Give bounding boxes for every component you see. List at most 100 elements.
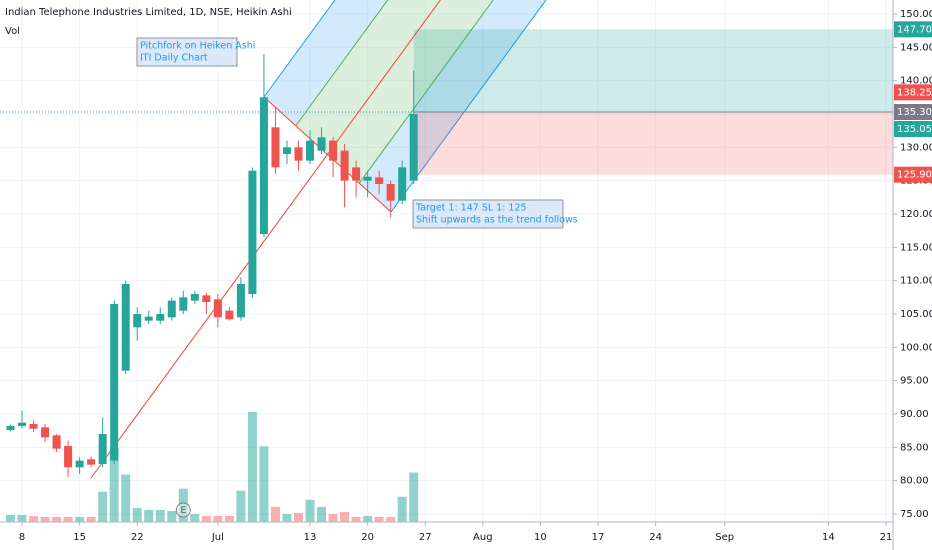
volume-bar [121,474,131,522]
candle-body [306,140,315,161]
pitchfork-handle [263,96,392,213]
y-tick-label: 80.00 [900,476,929,487]
pitchfork-line [295,0,389,127]
candle-body [52,435,61,449]
position [0,29,893,175]
y-tick-label: 100.00 [900,342,932,353]
annotation-box [412,199,564,229]
volume-bar [340,511,350,522]
annotation: Target 1: 147 SL 1: 125 Shift upwards as… [412,199,578,229]
candle-body [179,297,188,311]
price-label: 138.25 [897,87,932,98]
x-tick-label: Sep [715,532,734,543]
price-label-box [894,84,932,101]
candle-body [236,284,245,318]
x-tick-label: 27 [419,532,432,543]
candle-body [375,177,384,184]
candle-body [190,294,199,301]
chart-title: Indian Telephone Industries Limited, 1D,… [5,7,292,18]
volume-bar [374,516,384,522]
volume-bar [167,510,177,522]
volume-bar [236,490,246,522]
volume-bar [213,515,223,522]
volume-bar [75,516,85,522]
candle-body [398,167,407,201]
volume-bar [109,448,119,522]
candle-body [18,422,27,426]
candle-body [409,114,418,181]
candle-body [87,459,96,465]
candle-body [98,434,107,464]
candle-body [340,150,349,181]
y-tick-label: 140.00 [900,76,932,87]
volume-bar [155,509,165,522]
y-tick-label: 130.00 [900,142,932,153]
x-tick-label: 10 [534,532,547,543]
candle-body [144,316,153,321]
pitchfork-zone [264,0,388,126]
earnings-marker [175,502,191,518]
x-tick-label: 8 [19,532,25,543]
grid [0,0,893,522]
candle-body [202,295,211,302]
volume-bar [247,412,257,522]
volume-bar [270,506,280,522]
stop-zone [413,112,893,175]
volume-bar [86,516,96,522]
x-tick-label: 15 [73,532,86,543]
price-label-box [894,166,932,183]
volume-bar [351,516,361,522]
pitchfork-zone [295,0,441,155]
pitchfork-zone [359,0,546,212]
candle-body [259,97,268,234]
y-tick-label: 105.00 [900,309,932,320]
volume-bar [363,515,373,522]
volume-bar [328,513,338,522]
x-tick-label: 20 [361,532,374,543]
x-tick-label: Jul [211,532,224,543]
y-tick-label: 85.00 [900,442,929,453]
volume-bar [201,515,211,522]
volume-bar [132,507,142,522]
candle-body [75,460,84,468]
candle-body [167,300,176,318]
candle-body [248,170,257,294]
pitchfork-zone [327,0,494,184]
candle-body [110,304,119,461]
volume-bar [29,515,39,522]
candle-body [271,127,280,168]
volume-bar [282,513,292,522]
volume-bar [98,491,108,522]
volume-bar [294,512,303,522]
pitchfork-line [263,0,336,98]
series: E [6,54,419,522]
candle-body [363,176,372,181]
candle-body [352,167,361,181]
candle-body [317,137,326,151]
candle-body [294,147,303,161]
y-tick-label: 90.00 [900,409,929,420]
axes: 75.00 80.00 85.00 90.00 95.00 100.00 105.00 110… [19,9,932,543]
candle-body [213,299,222,318]
volume-bar [144,509,154,522]
x-tick-label: 24 [649,532,662,543]
volume-bar [52,516,62,522]
volume-bar [409,472,419,522]
volume-bar [178,488,188,522]
volume-bar [63,516,73,522]
volume-bar [386,516,396,522]
price-label: 147.70 [897,24,932,35]
price-label-box [894,121,932,137]
annotation: Pitchfork on Heiken Ashi ITI Daily Chart [136,37,255,67]
volume-bar [17,514,27,522]
candle-body [225,310,234,320]
target-zone [413,29,893,112]
candle-body [29,424,38,429]
volume-bar [6,514,15,522]
price-label-box [894,104,932,120]
y-tick-label: 150.00 [900,9,932,20]
x-tick-label: 22 [131,532,144,543]
annotation-box [136,37,238,67]
